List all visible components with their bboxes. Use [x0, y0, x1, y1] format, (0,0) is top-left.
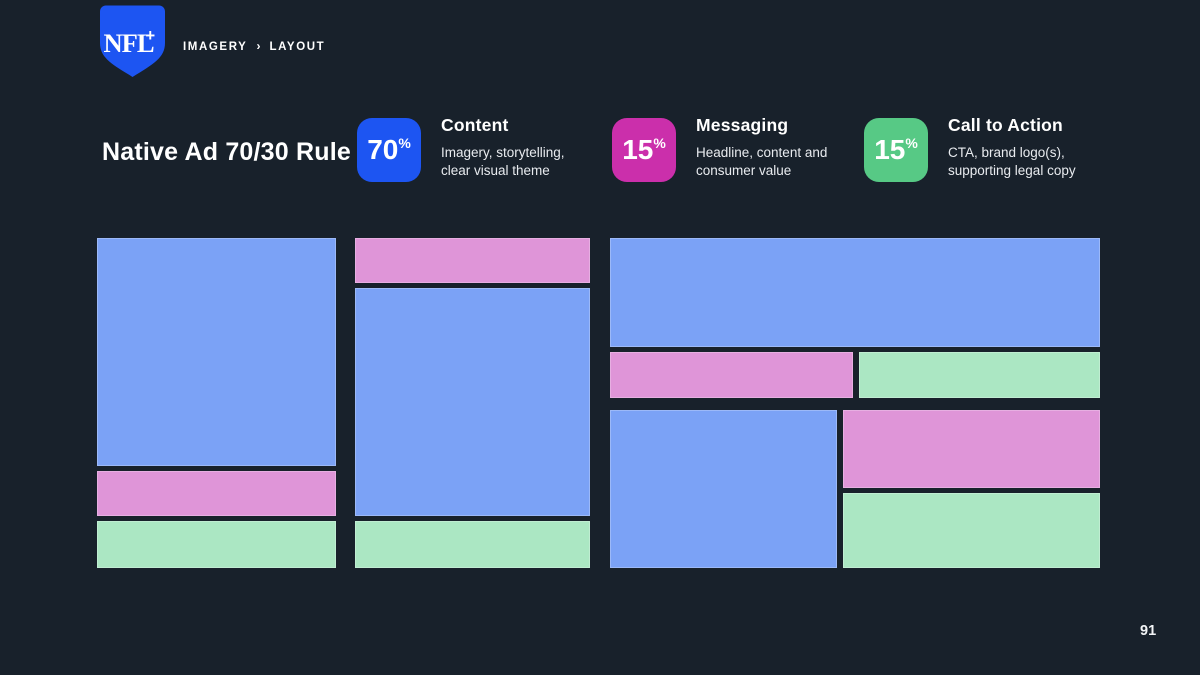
desc-line: CTA, brand logo(s),	[948, 145, 1065, 160]
legend-heading: Messaging	[696, 115, 789, 135]
content-percent-badge: 70 %	[357, 118, 421, 182]
legend-heading: Call to Action	[948, 115, 1063, 135]
desc-line: Headline, content and	[696, 145, 828, 160]
legend-content: 70 % Content Imagery, storytelling, clea…	[357, 115, 565, 182]
layout-mockup-landscape-b	[610, 410, 1100, 568]
percent-sign: %	[653, 135, 666, 151]
cta-block	[97, 521, 336, 568]
desc-line: consumer value	[696, 163, 792, 179]
breadcrumb: IMAGERY › LAYOUT	[183, 39, 326, 54]
content-block	[610, 238, 1100, 347]
content-block	[610, 410, 837, 568]
percent-value: 15	[622, 134, 654, 165]
percent-sign: %	[398, 135, 411, 151]
page-title: Native Ad 70/30 Rule	[102, 137, 352, 166]
messaging-percent-badge: 15 %	[612, 118, 676, 182]
shield-icon: NFL +	[100, 5, 165, 77]
logo-plus: +	[145, 26, 155, 45]
layout-mockup-portrait-a	[97, 238, 336, 568]
cta-block	[843, 493, 1100, 568]
legend-description: CTA, brand logo(s), supporting legal cop…	[948, 144, 1076, 180]
page-number: 91	[1140, 623, 1157, 639]
legend-messaging: 15 % Messaging Headline, content and con…	[612, 115, 827, 182]
desc-line: clear visual theme	[441, 163, 550, 179]
legend-call-to-action: 15 % Call to Action CTA, brand logo(s), …	[864, 115, 1076, 182]
desc-line: Imagery, storytelling,	[441, 145, 565, 160]
legend-text-cta: Call to Action CTA, brand logo(s), suppo…	[948, 115, 1076, 180]
percent-value: 15	[874, 134, 906, 165]
legend-description: Headline, content and consumer value	[696, 144, 827, 180]
breadcrumb-section: IMAGERY	[183, 41, 248, 53]
legend-text-messaging: Messaging Headline, content and consumer…	[696, 115, 827, 180]
cta-percent-badge: 15 %	[864, 118, 928, 182]
cta-block	[858, 351, 1100, 398]
content-block	[97, 238, 336, 467]
breadcrumb-page: LAYOUT	[269, 41, 326, 53]
content-block	[355, 288, 590, 516]
cta-block	[355, 521, 590, 568]
messaging-block	[97, 470, 336, 516]
layout-mockup-portrait-b	[355, 238, 590, 568]
legend-heading: Content	[441, 115, 509, 135]
messaging-block	[610, 351, 854, 398]
legend-text-content: Content Imagery, storytelling, clear vis…	[441, 115, 565, 180]
messaging-block	[843, 410, 1100, 489]
messaging-block	[355, 238, 590, 283]
legend-description: Imagery, storytelling, clear visual them…	[441, 144, 565, 180]
nfl-plus-logo: NFL +	[100, 5, 165, 78]
chevron-right-icon: ›	[256, 39, 261, 53]
percent-value: 70	[367, 134, 399, 165]
layout-mockup-landscape-a	[610, 238, 1100, 398]
logo-text: NFL	[103, 28, 153, 58]
percent-sign: %	[905, 135, 918, 151]
desc-line: supporting legal copy	[948, 163, 1076, 179]
